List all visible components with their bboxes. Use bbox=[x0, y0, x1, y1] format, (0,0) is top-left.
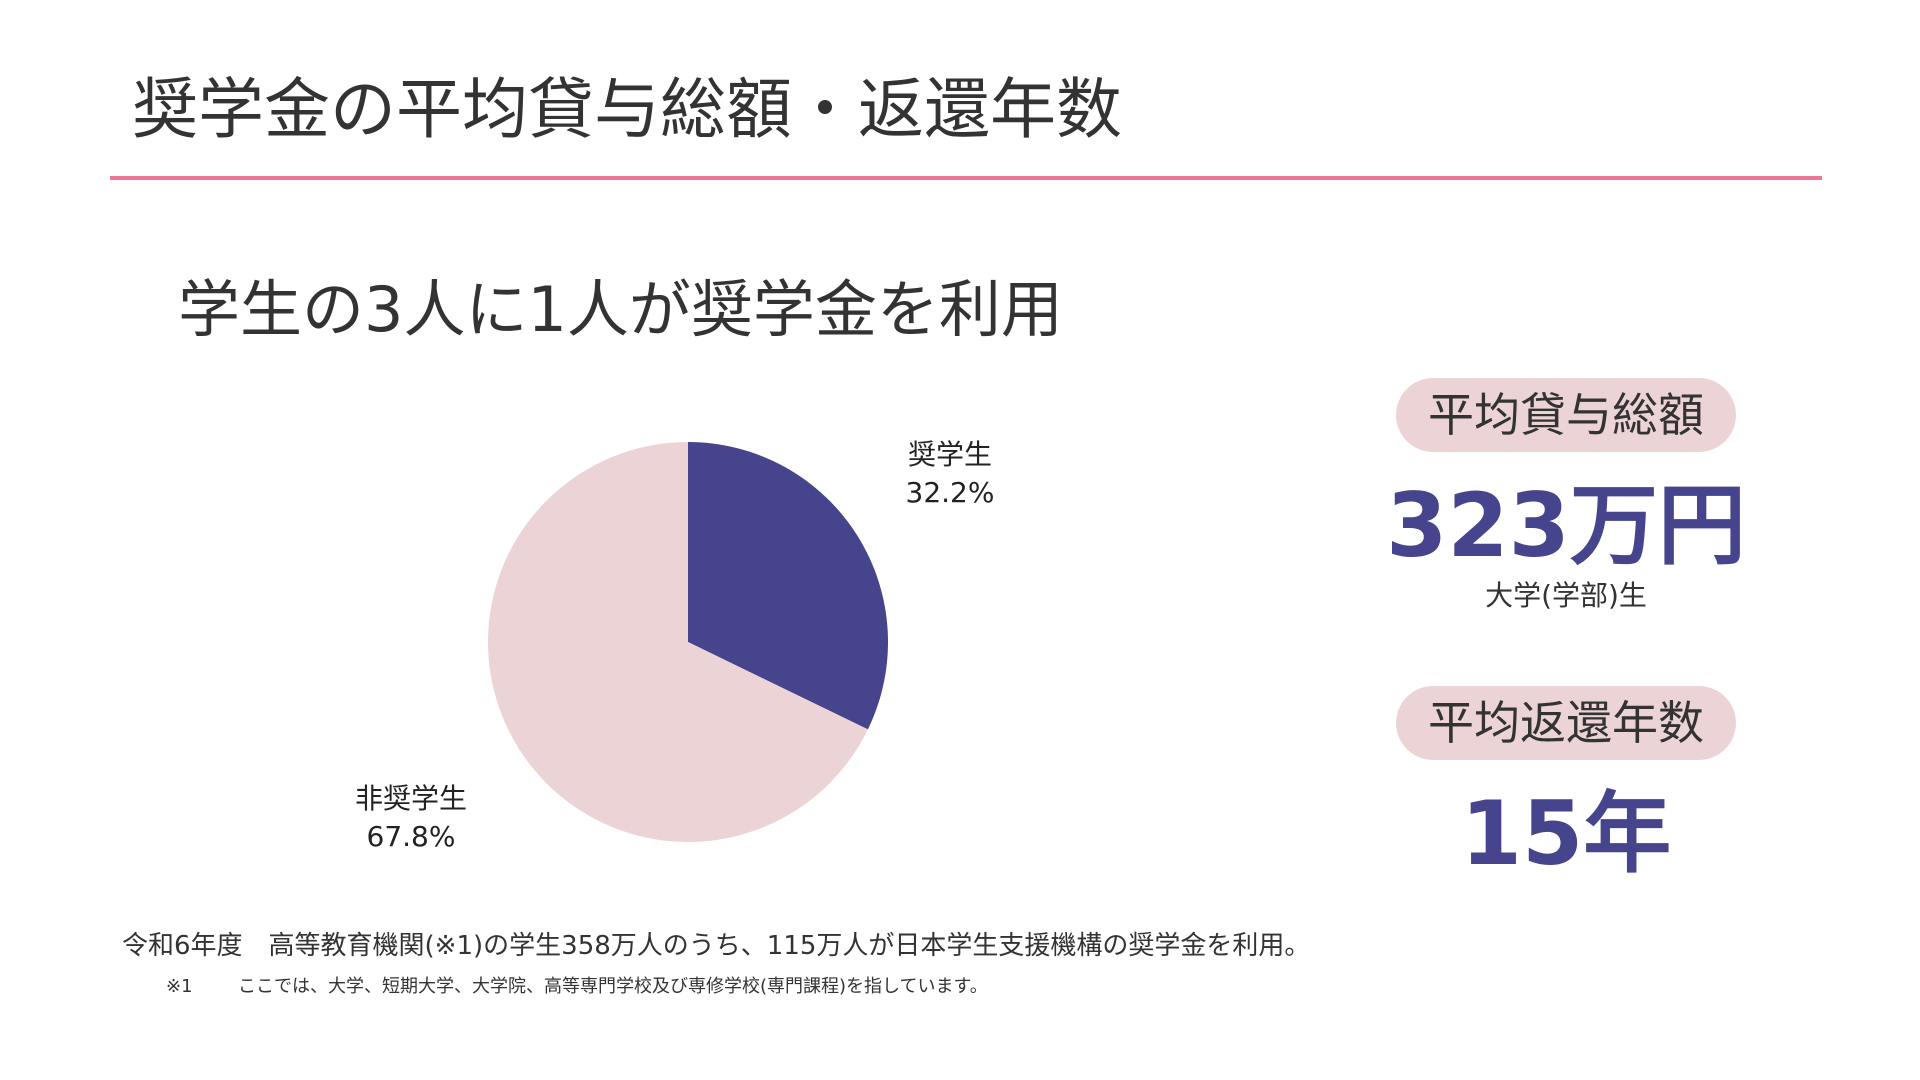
footnote-main: 令和6年度 高等教育機関(※1)の学生358万人のうち、115万人が日本学生支援… bbox=[122, 931, 1311, 961]
stat-value-repayment-years: 15年 bbox=[1460, 782, 1672, 885]
page-title: 奨学金の平均貸与総額・返還年数 bbox=[132, 71, 1122, 148]
pie-label-scholarship-name: 奨学生 bbox=[907, 438, 992, 471]
title-divider bbox=[110, 176, 1822, 180]
pie-label-non-scholarship-value: 67.8% bbox=[366, 820, 456, 853]
pie-label-non-scholarship-name: 非奨学生 bbox=[354, 782, 467, 815]
stat-label-average-loan: 平均貸与総額 bbox=[1396, 378, 1736, 452]
pie-chart bbox=[488, 442, 888, 842]
stat-label-repayment-years: 平均返還年数 bbox=[1396, 686, 1736, 760]
pie-slice-scholarship bbox=[688, 442, 888, 730]
pie-slice-non-scholarship bbox=[488, 442, 868, 842]
footnote-mark: ※1 bbox=[166, 976, 193, 997]
pie-label-non-scholarship: 非奨学生 67.8% bbox=[336, 780, 486, 856]
stat-value-average-loan: 323万円 bbox=[1386, 474, 1746, 577]
footnote-detail: ここでは、大学、短期大学、大学院、高等専門学校及び専修学校(専門課程)を指してい… bbox=[238, 976, 988, 997]
section-heading: 学生の3人に1人が奨学金を利用 bbox=[178, 273, 1063, 346]
pie-label-scholarship: 奨学生 32.2% bbox=[880, 436, 1020, 512]
stat-note-undergraduate: 大学(学部)生 bbox=[1485, 579, 1647, 612]
pie-label-scholarship-value: 32.2% bbox=[905, 476, 995, 509]
